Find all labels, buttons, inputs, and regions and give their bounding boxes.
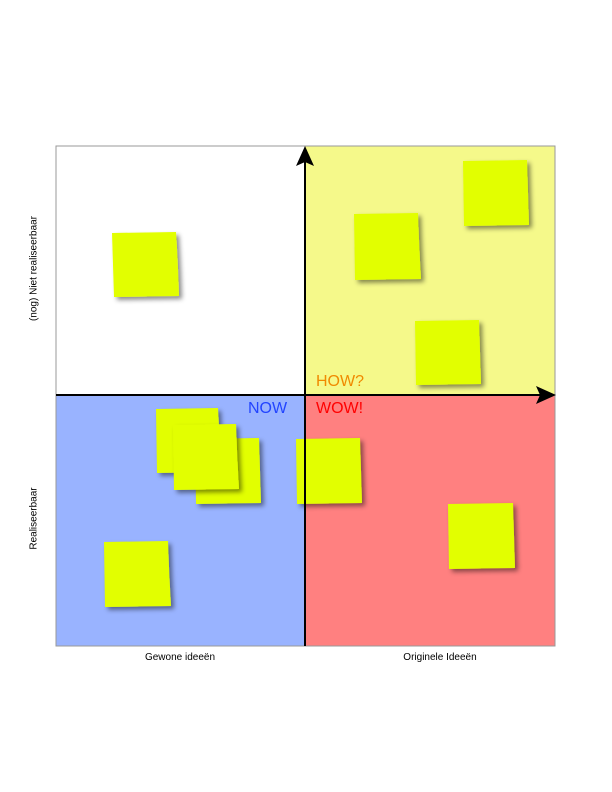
y-axis-label-top: (nog) Niet realiseerbaar (28, 215, 40, 322)
sticky-note[interactable] (173, 424, 239, 490)
sticky-note[interactable] (104, 541, 171, 607)
sticky-note[interactable] (448, 503, 515, 569)
quadrant-label-wow: WOW! (316, 400, 364, 417)
sticky-note[interactable] (415, 320, 481, 385)
quadrant-label-now: NOW (248, 400, 288, 417)
sticky-note[interactable] (463, 160, 529, 226)
x-axis-arrowhead (536, 386, 556, 404)
sticky-notes (104, 160, 529, 607)
y-axis-label-bottom: Realiseerbaar (28, 487, 40, 550)
x-axis-label-left: Gewone ideeën (144, 652, 216, 663)
sticky-note[interactable] (112, 232, 179, 297)
sticky-note[interactable] (354, 213, 421, 280)
y-axis-arrowhead (296, 146, 314, 166)
sticky-note[interactable] (296, 438, 362, 504)
x-axis-label-right: Originele Ideeën (403, 652, 477, 663)
quadrant-label-how: HOW? (316, 373, 364, 390)
quadrant-bottom-right-wow (305, 395, 555, 646)
quadrant-top-left (56, 146, 305, 395)
